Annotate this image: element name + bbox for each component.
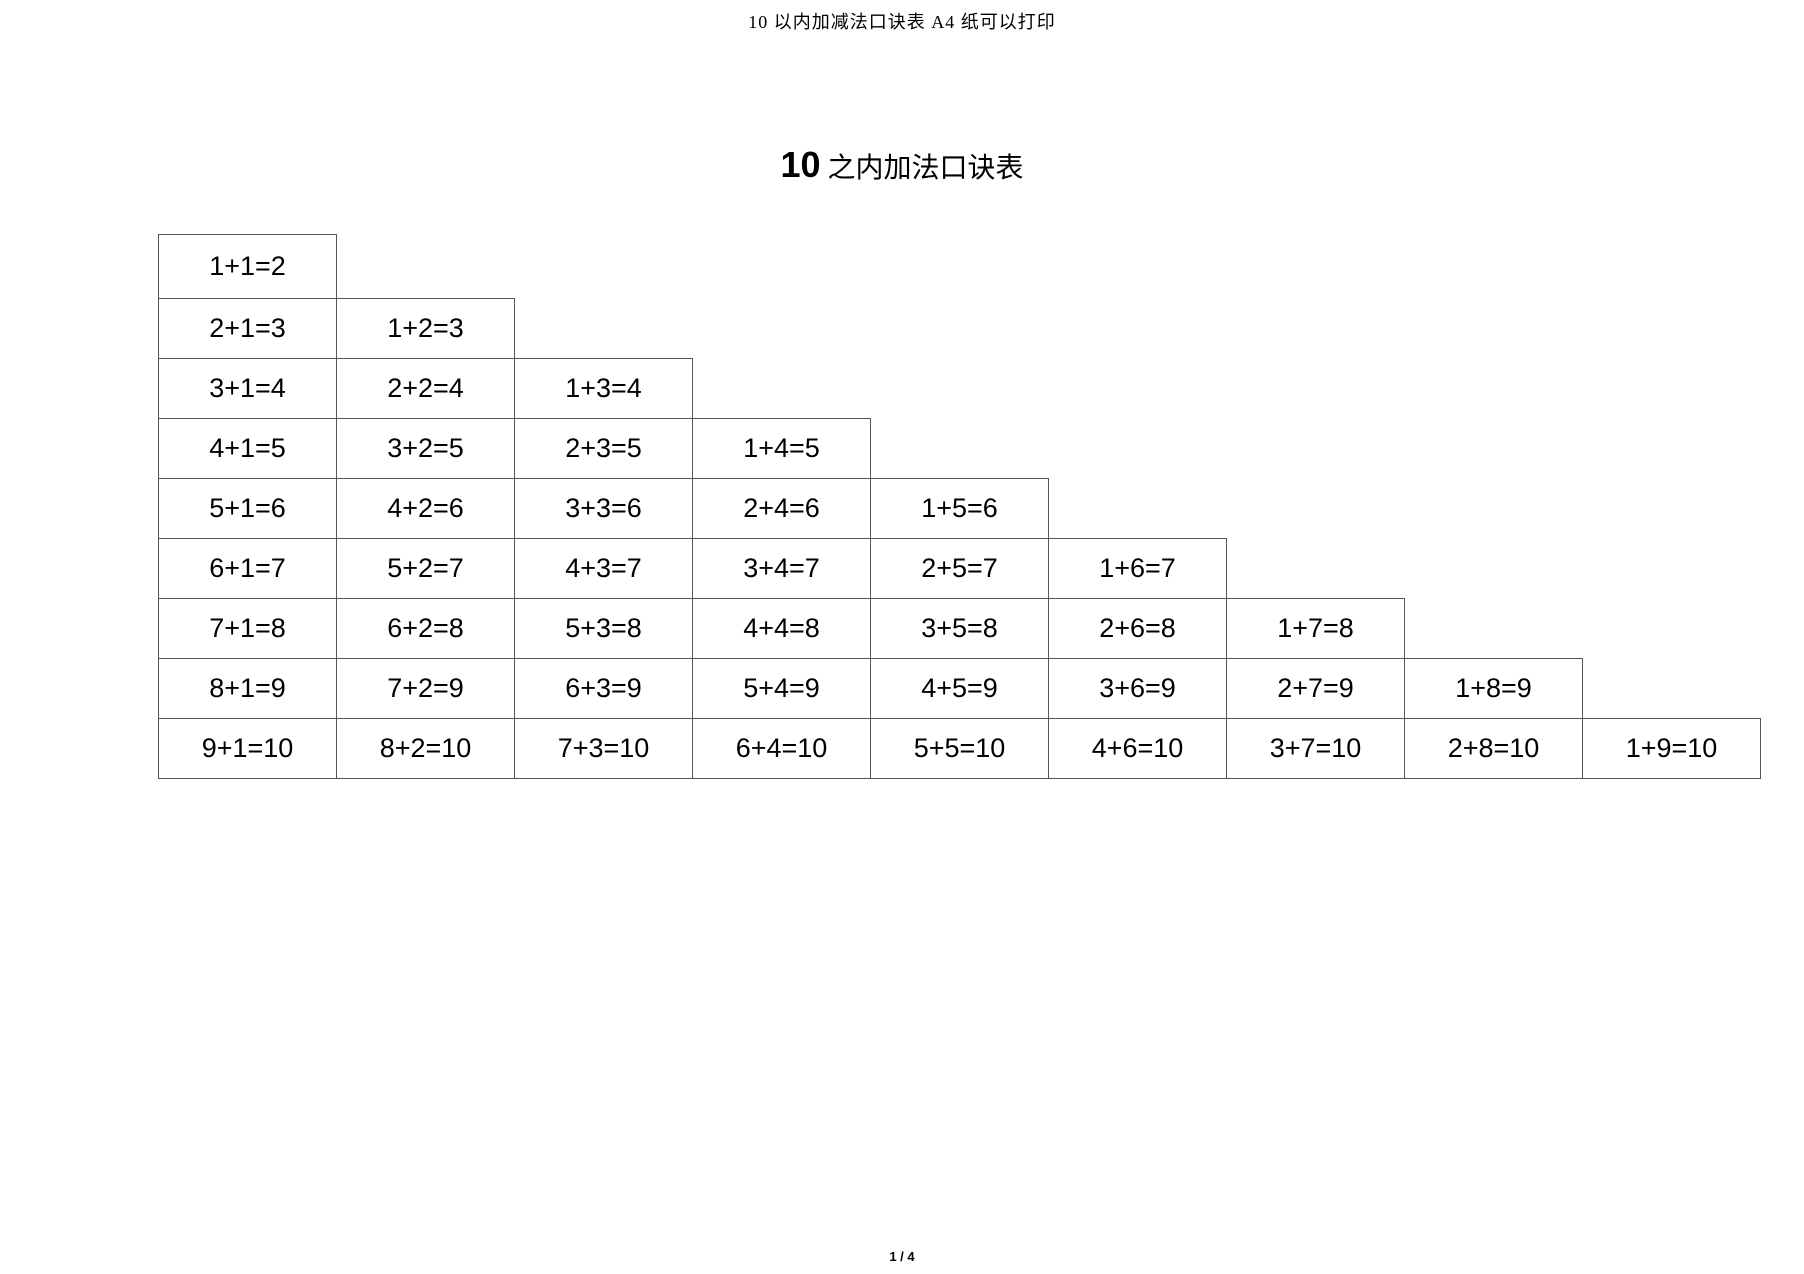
table-row: 1+1=2 [159,235,1761,299]
page-title: 10 之内加法口诀表 [0,144,1804,186]
empty-cell [1227,479,1405,539]
table-cell: 1+6=7 [1049,539,1227,599]
table-row: 2+1=31+2=3 [159,299,1761,359]
empty-cell [693,359,871,419]
table-cell: 1+3=4 [515,359,693,419]
empty-cell [1049,419,1227,479]
empty-cell [1583,599,1761,659]
empty-cell [1405,359,1583,419]
empty-cell [693,235,871,299]
page-footer: 1 / 4 [0,1249,1804,1264]
table-cell: 5+2=7 [337,539,515,599]
table-row: 5+1=64+2=63+3=62+4=61+5=6 [159,479,1761,539]
table-container: 1+1=22+1=31+2=33+1=42+2=41+3=44+1=53+2=5… [158,234,1804,779]
table-cell: 2+5=7 [871,539,1049,599]
table-cell: 3+1=4 [159,359,337,419]
table-cell: 2+3=5 [515,419,693,479]
table-cell: 7+3=10 [515,719,693,779]
empty-cell [871,359,1049,419]
empty-cell [1583,539,1761,599]
table-row: 3+1=42+2=41+3=4 [159,359,1761,419]
empty-cell [1583,235,1761,299]
empty-cell [1049,359,1227,419]
table-row: 7+1=86+2=85+3=84+4=83+5=82+6=81+7=8 [159,599,1761,659]
table-cell: 1+7=8 [1227,599,1405,659]
table-cell: 3+4=7 [693,539,871,599]
empty-cell [1227,539,1405,599]
table-cell: 6+4=10 [693,719,871,779]
empty-cell [1049,235,1227,299]
empty-cell [1583,419,1761,479]
page-header: 10 以内加减法口诀表 A4 纸可以打印 [0,0,1804,34]
table-cell: 5+3=8 [515,599,693,659]
table-row: 8+1=97+2=96+3=95+4=94+5=93+6=92+7=91+8=9 [159,659,1761,719]
table-cell: 4+6=10 [1049,719,1227,779]
table-cell: 4+1=5 [159,419,337,479]
empty-cell [1583,659,1761,719]
table-cell: 7+1=8 [159,599,337,659]
empty-cell [1227,235,1405,299]
empty-cell [1227,299,1405,359]
table-cell: 5+4=9 [693,659,871,719]
table-cell: 6+3=9 [515,659,693,719]
empty-cell [1583,299,1761,359]
table-cell: 5+1=6 [159,479,337,539]
addition-table: 1+1=22+1=31+2=33+1=42+2=41+3=44+1=53+2=5… [158,234,1761,779]
table-cell: 3+7=10 [1227,719,1405,779]
empty-cell [871,235,1049,299]
table-cell: 1+1=2 [159,235,337,299]
table-cell: 2+1=3 [159,299,337,359]
empty-cell [515,235,693,299]
table-cell: 2+8=10 [1405,719,1583,779]
table-cell: 5+5=10 [871,719,1049,779]
empty-cell [693,299,871,359]
table-cell: 8+1=9 [159,659,337,719]
table-cell: 1+4=5 [693,419,871,479]
empty-cell [1583,479,1761,539]
empty-cell [1405,539,1583,599]
table-cell: 2+2=4 [337,359,515,419]
table-cell: 3+3=6 [515,479,693,539]
empty-cell [515,299,693,359]
table-cell: 3+6=9 [1049,659,1227,719]
empty-cell [1405,599,1583,659]
empty-cell [1227,359,1405,419]
title-number: 10 [780,144,820,185]
table-cell: 2+6=8 [1049,599,1227,659]
table-cell: 4+3=7 [515,539,693,599]
table-cell: 1+9=10 [1583,719,1761,779]
table-cell: 8+2=10 [337,719,515,779]
table-cell: 3+2=5 [337,419,515,479]
empty-cell [1405,299,1583,359]
table-cell: 4+2=6 [337,479,515,539]
table-cell: 6+1=7 [159,539,337,599]
table-cell: 9+1=10 [159,719,337,779]
table-row: 6+1=75+2=74+3=73+4=72+5=71+6=7 [159,539,1761,599]
table-cell: 4+4=8 [693,599,871,659]
table-row: 9+1=108+2=107+3=106+4=105+5=104+6=103+7=… [159,719,1761,779]
empty-cell [1227,419,1405,479]
empty-cell [871,299,1049,359]
table-cell: 6+2=8 [337,599,515,659]
table-cell: 1+2=3 [337,299,515,359]
table-cell: 1+8=9 [1405,659,1583,719]
table-cell: 7+2=9 [337,659,515,719]
empty-cell [1049,479,1227,539]
table-cell: 3+5=8 [871,599,1049,659]
empty-cell [1405,419,1583,479]
title-text: 之内加法口诀表 [821,153,1024,184]
empty-cell [1049,299,1227,359]
empty-cell [1405,235,1583,299]
table-row: 4+1=53+2=52+3=51+4=5 [159,419,1761,479]
table-cell: 2+7=9 [1227,659,1405,719]
table-cell: 1+5=6 [871,479,1049,539]
empty-cell [1405,479,1583,539]
empty-cell [1583,359,1761,419]
empty-cell [337,235,515,299]
table-cell: 4+5=9 [871,659,1049,719]
empty-cell [871,419,1049,479]
table-cell: 2+4=6 [693,479,871,539]
